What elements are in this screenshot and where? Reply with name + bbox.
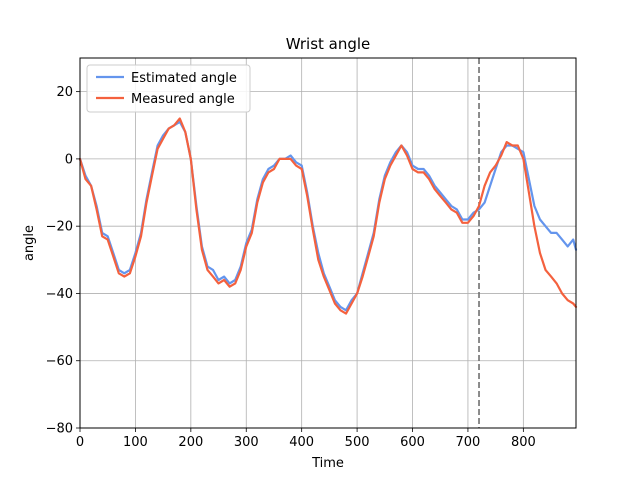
legend-label-estimated: Estimated angle (131, 71, 237, 86)
y-tick-label: −40 (46, 287, 73, 302)
series-layer (78, 117, 578, 315)
legend: Estimated angle Measured angle (86, 64, 251, 113)
x-tick-label: 200 (178, 435, 203, 450)
x-tick-label: 0 (76, 435, 84, 450)
series-line-measured (78, 117, 578, 315)
x-tick-label: 300 (234, 435, 259, 450)
x-tick-label: 700 (456, 435, 481, 450)
x-tick-label: 100 (123, 435, 148, 450)
y-tick-label: −80 (46, 422, 73, 437)
x-tick-label: 400 (289, 435, 314, 450)
x-tick-label: 500 (345, 435, 370, 450)
y-axis-label: angle (22, 225, 37, 261)
legend-label-measured: Measured angle (131, 92, 235, 107)
x-tick-label: 800 (511, 435, 536, 450)
y-tick-label: −20 (46, 220, 73, 235)
chart-title: Wrist angle (286, 35, 371, 53)
x-tick-label: 600 (400, 435, 425, 450)
y-tick-label: 20 (56, 85, 73, 100)
x-axis: 0 100 200 300 400 500 600 700 800 (76, 428, 536, 450)
series-line-estimated (78, 120, 578, 312)
y-tick-label: 0 (65, 152, 73, 167)
legend-box (86, 64, 251, 113)
y-tick-label: −60 (46, 354, 73, 369)
y-axis: −80 −60 −40 −20 0 20 (46, 85, 80, 437)
x-axis-label: Time (311, 456, 344, 471)
plot-frame (79, 57, 577, 429)
